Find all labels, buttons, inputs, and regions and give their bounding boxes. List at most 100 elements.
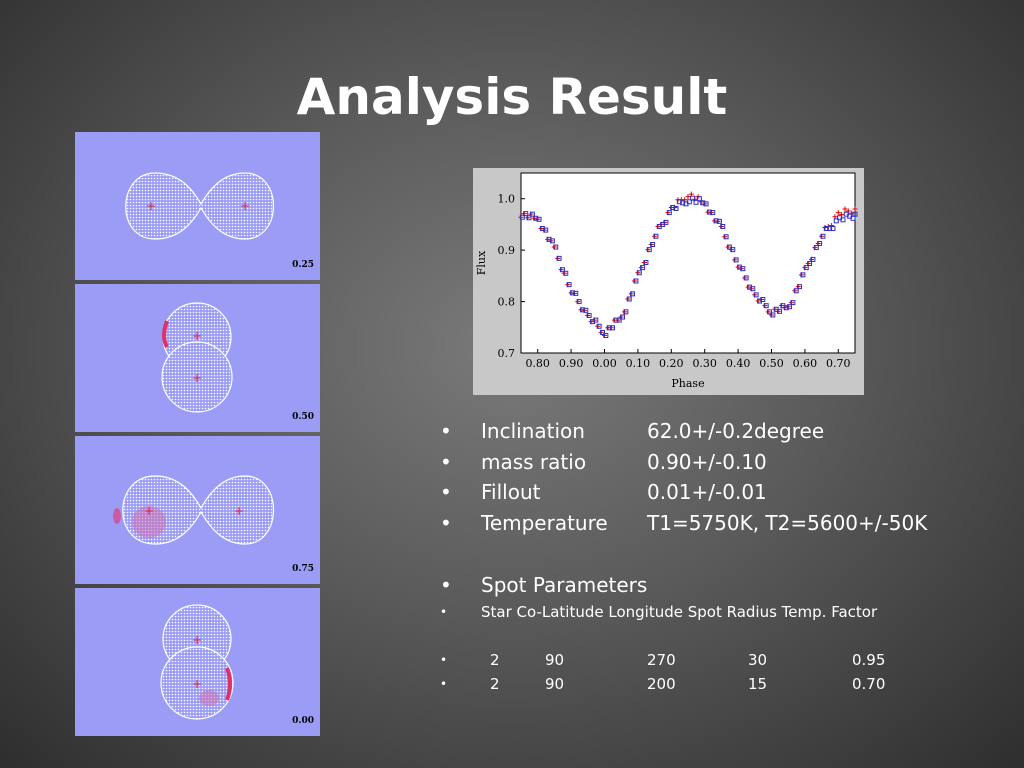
- data-point-square: [686, 199, 692, 205]
- data-point-square: [713, 218, 719, 224]
- result-label: Inclination: [481, 419, 585, 443]
- binary-star-model-side-spot: + +: [113, 475, 275, 545]
- data-point-square: [783, 305, 789, 311]
- x-tick-label: 0.20: [659, 357, 684, 370]
- data-point-square: [830, 226, 836, 232]
- data-point-square: [593, 317, 599, 323]
- bullet: •: [440, 419, 452, 443]
- bullet: •: [440, 605, 448, 619]
- bullet: •: [440, 510, 452, 535]
- results-list: • Inclination 62.0+/-0.2degree • mass ra…: [440, 416, 1000, 538]
- data-point-square: [833, 218, 839, 224]
- data-point-square: [576, 299, 582, 305]
- phase-label: 0.75: [292, 564, 314, 574]
- cell-star: 2: [490, 651, 500, 669]
- phase-label: 0.50: [292, 412, 314, 422]
- svg-text:+: +: [234, 504, 244, 518]
- data-point-square: [529, 211, 535, 217]
- result-label: Fillout: [481, 480, 541, 504]
- data-point-square: [817, 240, 823, 246]
- data-point-square: [569, 290, 575, 296]
- svg-text:+: +: [192, 329, 202, 343]
- cell-spot-radius: 30: [748, 651, 768, 669]
- data-point-square: [643, 259, 649, 265]
- x-tick-label: 0.50: [759, 357, 784, 370]
- data-point-square: [563, 270, 569, 276]
- data-point-square: [777, 308, 783, 314]
- data-point-square: [743, 275, 749, 281]
- x-tick-label: 0.40: [726, 357, 751, 370]
- binary-star-model-overlap: + +: [161, 302, 233, 413]
- data-point-square: [536, 216, 542, 222]
- binary-star-model-overlap-bottom: + +: [160, 604, 234, 720]
- data-point-square: [606, 325, 612, 331]
- data-point-square: [807, 261, 813, 267]
- data-point-square: [680, 200, 686, 206]
- x-tick-label: 0.60: [793, 357, 818, 370]
- data-point-square: [793, 288, 799, 294]
- data-point-square: [696, 196, 702, 202]
- data-point-square: [586, 312, 592, 318]
- data-point-square: [616, 317, 622, 323]
- phase-label: 0.00: [292, 716, 314, 726]
- data-point-square: [720, 223, 726, 229]
- result-mass-ratio: • mass ratio 0.90+/-0.10: [440, 447, 1000, 478]
- data-point-square: [650, 241, 656, 247]
- slide-title: Analysis Result: [296, 68, 728, 126]
- data-point-square: [716, 218, 722, 224]
- data-point-square: [666, 210, 672, 216]
- bullet: •: [440, 449, 452, 474]
- svg-text:+: +: [240, 199, 250, 213]
- y-tick-label: 0.9: [498, 244, 516, 257]
- data-point-square: [740, 266, 746, 272]
- data-point-square: [726, 244, 732, 250]
- data-point-plus: [822, 225, 828, 231]
- svg-text:+: +: [192, 677, 202, 691]
- model-panel-phase-000: + + 0.00: [75, 588, 320, 736]
- x-axis: 0.80 0.90 0.00 0.10 0.20 0.30 0.40 0.50 0.60 0.70: [525, 349, 851, 370]
- data-point-square: [523, 211, 529, 217]
- phase-label: 0.25: [292, 260, 314, 270]
- cell-longitude: 270: [647, 651, 676, 669]
- data-point-square: [633, 278, 639, 284]
- data-point-square: [700, 200, 706, 206]
- bullet: •: [440, 653, 448, 667]
- binary-star-model-side: + +: [125, 172, 275, 240]
- data-point-square: [630, 291, 636, 297]
- cell-colatitude: 90: [545, 675, 565, 693]
- data-point-square: [790, 300, 796, 306]
- data-point-square: [626, 296, 632, 302]
- data-point-square: [823, 226, 829, 232]
- data-point-square: [852, 211, 858, 217]
- y-axis-label: Flux: [475, 250, 488, 275]
- result-value: 0.90+/-0.10: [647, 449, 767, 474]
- data-point-square: [753, 292, 759, 298]
- data-point-plus: [835, 210, 841, 216]
- data-point-square: [706, 209, 712, 215]
- data-point-square: [797, 284, 803, 290]
- data-point-square: [646, 247, 652, 253]
- y-axis: 0.7 0.8 0.9 1.0: [498, 193, 525, 360]
- x-tick-label: 0.90: [559, 357, 584, 370]
- bullet: •: [440, 573, 452, 597]
- model-panel-phase-075: + + 0.75: [75, 436, 320, 584]
- data-point-square: [730, 247, 736, 253]
- y-tick-label: 1.0: [498, 193, 516, 206]
- data-point-square: [770, 312, 776, 318]
- data-point-square: [636, 270, 642, 276]
- data-point-square: [766, 309, 772, 315]
- data-point-square: [750, 286, 756, 292]
- cell-longitude: 200: [647, 675, 676, 693]
- data-point-plus: [852, 206, 858, 212]
- result-fillout: • Fillout 0.01+/-0.01: [440, 477, 1000, 508]
- svg-text:+: +: [192, 371, 202, 385]
- bullet: •: [440, 480, 452, 504]
- x-tick-label: 0.70: [826, 357, 851, 370]
- result-inclination: • Inclination 62.0+/-0.2degree: [440, 416, 1000, 447]
- data-point-square: [603, 333, 609, 339]
- data-point-square: [596, 323, 602, 329]
- data-point-square: [690, 195, 696, 201]
- data-point-plus: [685, 194, 691, 200]
- data-point-square: [543, 227, 549, 233]
- result-label: mass ratio: [481, 449, 587, 474]
